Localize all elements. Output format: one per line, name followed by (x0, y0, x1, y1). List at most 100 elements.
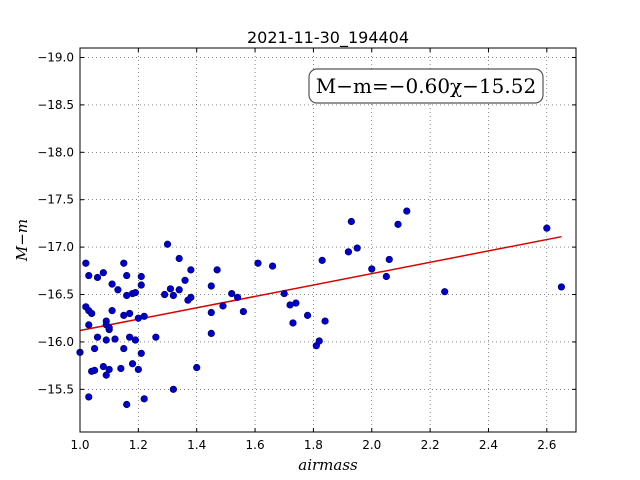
data-point (543, 224, 551, 232)
data-point (137, 281, 145, 289)
data-point (254, 259, 262, 267)
x-tick-label: 1.0 (70, 438, 89, 452)
data-point (137, 349, 145, 357)
data-point (441, 288, 449, 296)
y-tick-label: −16.0 (37, 335, 74, 349)
data-point (93, 273, 102, 282)
data-points (76, 207, 566, 409)
data-point (187, 293, 195, 301)
y-tick-label: −16.5 (37, 288, 74, 302)
data-point (99, 362, 107, 371)
data-point (193, 363, 201, 372)
data-point (85, 321, 93, 329)
data-point (181, 276, 189, 284)
x-tick-label: 2.0 (362, 438, 381, 452)
data-point (126, 333, 134, 341)
data-point (117, 364, 125, 373)
data-point (137, 272, 145, 281)
equation-annotation: M−m=−0.60χ−15.52 (308, 68, 544, 104)
data-point (108, 280, 116, 288)
data-point (228, 289, 236, 298)
grid-lines (79, 48, 576, 432)
data-point (131, 336, 140, 344)
data-point (175, 286, 183, 294)
y-tick-label: −19.0 (37, 50, 74, 64)
y-tick-label: −18.5 (37, 98, 74, 112)
fit-line (79, 235, 562, 332)
data-point (318, 256, 326, 264)
data-point (102, 371, 110, 379)
data-point (85, 393, 93, 401)
data-point (353, 244, 361, 252)
x-tick-label: 2.2 (421, 438, 440, 452)
data-point (292, 299, 300, 307)
data-point (166, 285, 175, 293)
y-tick-label: −18.0 (37, 145, 74, 159)
data-point (85, 271, 93, 280)
data-point (213, 266, 221, 274)
data-point (347, 217, 355, 226)
data-point (207, 308, 215, 317)
data-point (90, 344, 99, 353)
data-point (105, 324, 113, 332)
data-point (90, 366, 99, 374)
data-point (120, 344, 128, 353)
data-point (163, 240, 172, 248)
equation-text: M−m=−0.60χ−15.52 (316, 74, 536, 98)
data-point (207, 329, 215, 337)
data-point (108, 307, 116, 315)
data-point (233, 293, 242, 301)
y-axis-label: M−m (13, 219, 31, 262)
data-point (111, 335, 119, 343)
y-tick-label: −17.0 (37, 240, 74, 254)
data-point (289, 319, 297, 327)
data-point (280, 289, 288, 298)
data-point (268, 262, 277, 270)
data-point (140, 395, 148, 403)
x-tick-label: 1.4 (187, 438, 206, 452)
data-point (187, 266, 195, 274)
data-point (403, 207, 411, 215)
data-point (134, 365, 142, 374)
data-point (128, 360, 137, 368)
data-point (303, 311, 312, 319)
plot-frame (79, 47, 577, 433)
data-point (344, 248, 353, 256)
x-axis-label: airmass (298, 456, 358, 474)
axis-ticks: 1.0 1.2 1.4 1.6 1.8 2.0 2.2 2.4 2.6 −15.5 −16.0 −16… (37, 48, 576, 452)
data-point (368, 265, 376, 273)
x-tick-label: 1.8 (304, 438, 323, 452)
data-point (123, 271, 131, 280)
data-point (219, 302, 227, 310)
data-point (557, 283, 566, 291)
data-point (207, 282, 215, 290)
data-point (239, 307, 247, 316)
data-point (152, 333, 160, 341)
x-tick-label: 1.6 (246, 438, 265, 452)
data-point (105, 365, 113, 374)
data-point (382, 272, 390, 281)
data-point (394, 220, 402, 228)
data-point (102, 336, 110, 344)
data-point (175, 254, 183, 263)
data-point (315, 337, 323, 345)
data-point (169, 385, 177, 393)
chart-title: 2021-11-30_194404 (247, 28, 409, 48)
data-point (82, 259, 90, 267)
data-point (321, 317, 329, 325)
data-point (161, 290, 169, 299)
x-tick-label: 1.2 (129, 438, 148, 452)
data-point (114, 286, 122, 294)
data-point (126, 309, 134, 318)
fit-line-group (79, 235, 562, 332)
x-tick-label: 2.4 (479, 438, 498, 452)
data-point (131, 289, 140, 297)
equation-box (308, 68, 544, 104)
data-point (140, 312, 148, 320)
data-point (169, 291, 177, 300)
y-tick-label: −15.5 (37, 382, 74, 396)
data-point (88, 309, 96, 318)
data-point (99, 269, 107, 277)
data-point (120, 259, 128, 267)
